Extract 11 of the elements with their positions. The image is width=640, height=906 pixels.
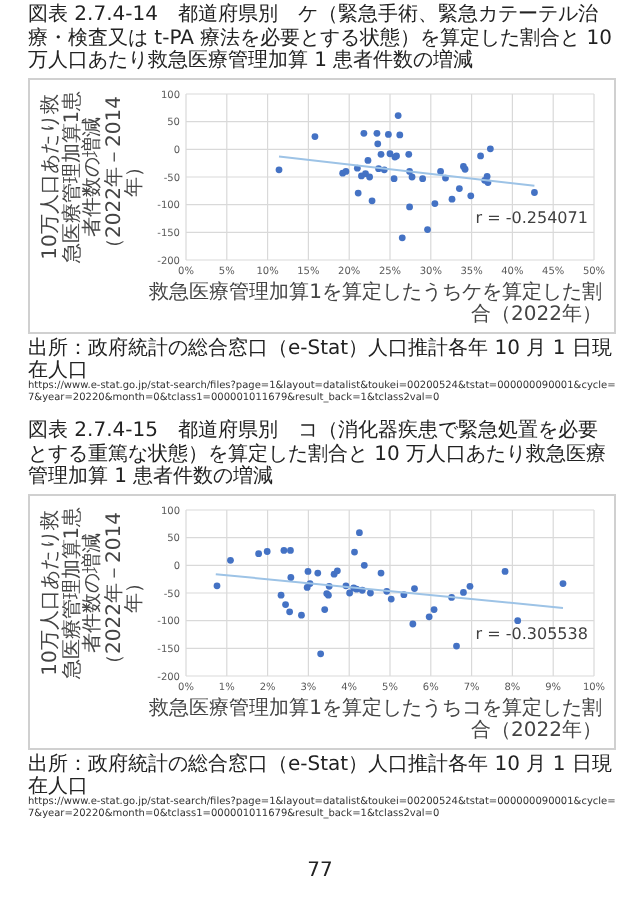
text: 出所：政府統計の総合窓口（e-Stat）人口推計各年 10 月 1 日現在人口 <box>28 754 612 798</box>
y-axis-title: 10万人口あたり救急医療管理加算1患者件数の増減（2022年－2014年） <box>40 90 147 264</box>
x-axis-title: 救急医療管理加算1を算定したうちコを算定した割合（2022年） <box>147 698 602 742</box>
y-axis-title: 10万人口あたり救急医療管理加算1患者件数の増減（2022年－2014年） <box>40 506 147 680</box>
text: 出所：政府統計の総合窓口（e-Stat）人口推計各年 10 月 1 日現在人口 <box>28 338 612 382</box>
x-axis-title: 救急医療管理加算1を算定したうちケを算定した割合（2022年） <box>147 282 602 326</box>
chart-title: 図表 2.7.4-14 都道府県別 ケ（緊急手術、緊急カテーテル治療・検査又は t-PA 療法を必要とする状態）を算定した割合と 10 万人口あたり救急医療管理加算 1 患者件数の増減 <box>28 4 615 73</box>
annotation: r = -0.305538 <box>475 625 588 644</box>
chart-title: 図表 2.7.4-15 都道府県別 コ（消化器疾患で緊急処置を必要とする重篤な状態）を算定した割合と 10 万人口あたり救急医療管理加算 1 患者件数の増減 <box>28 420 609 489</box>
text: 77 <box>305 860 335 882</box>
annotation: r = -0.254071 <box>475 209 588 228</box>
